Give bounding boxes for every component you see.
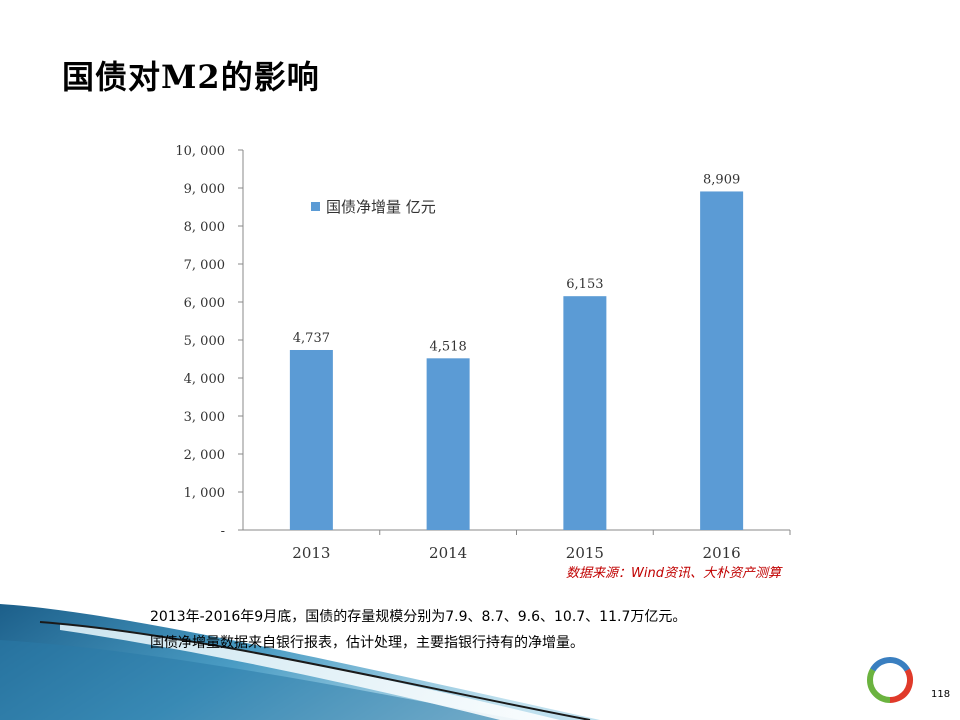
bar bbox=[700, 191, 744, 530]
x-tick-label: 2014 bbox=[429, 544, 467, 562]
data-label: 4,518 bbox=[430, 339, 467, 354]
y-tick-label: 7, 000 bbox=[184, 258, 225, 273]
y-tick-label: 3, 000 bbox=[184, 410, 225, 425]
y-tick-label: 8, 000 bbox=[184, 220, 225, 235]
page-number: 118 bbox=[931, 689, 951, 700]
source-note: 数据来源：Wind资讯、大朴资产测算 bbox=[566, 566, 781, 581]
company-logo bbox=[867, 657, 913, 703]
bar bbox=[289, 349, 333, 530]
body-line: 国债净增量数据来自银行报表，估计处理，主要指银行持有的净增量。 bbox=[150, 635, 584, 651]
y-tick-label: - bbox=[221, 524, 225, 539]
body-line: 2013年-2016年9月底，国债的存量规模分别为7.9、8.7、9.6、10.… bbox=[150, 609, 687, 625]
body-text: 2013年-2016年9月底，国债的存量规模分别为7.9、8.7、9.6、10.… bbox=[150, 604, 686, 656]
bar bbox=[426, 358, 470, 530]
x-tick-label: 2013 bbox=[292, 544, 330, 562]
x-tick-label: 2016 bbox=[703, 544, 741, 562]
y-tick-label: 4, 000 bbox=[184, 372, 225, 387]
data-label: 4,737 bbox=[293, 331, 330, 346]
legend-label: 国债净增量 亿元 bbox=[326, 198, 436, 216]
data-label: 8,909 bbox=[703, 172, 740, 187]
y-tick-label: 6, 000 bbox=[184, 296, 225, 311]
y-tick-label: 5, 000 bbox=[184, 334, 225, 349]
data-label: 6,153 bbox=[566, 277, 603, 292]
y-tick-label: 1, 000 bbox=[184, 486, 225, 501]
y-tick-label: 2, 000 bbox=[184, 448, 225, 463]
legend-swatch bbox=[311, 202, 320, 211]
y-tick-label: 10, 000 bbox=[175, 144, 225, 159]
y-tick-label: 9, 000 bbox=[184, 182, 225, 197]
bar bbox=[563, 296, 607, 530]
page-title: 国债对M2的影响 bbox=[62, 58, 320, 96]
x-tick-label: 2015 bbox=[566, 544, 604, 562]
